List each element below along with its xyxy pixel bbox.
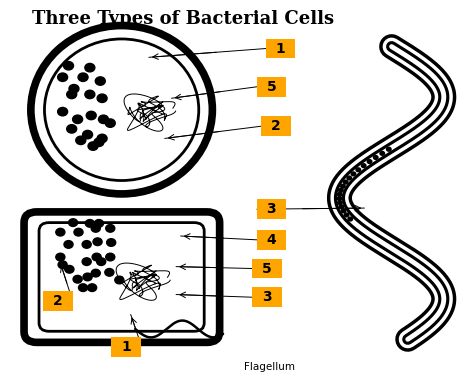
Circle shape xyxy=(348,217,353,221)
FancyBboxPatch shape xyxy=(256,77,286,97)
Circle shape xyxy=(69,84,79,93)
FancyBboxPatch shape xyxy=(261,116,291,136)
Circle shape xyxy=(361,164,366,167)
Circle shape xyxy=(380,151,384,155)
Circle shape xyxy=(88,284,97,291)
Circle shape xyxy=(339,205,344,209)
Circle shape xyxy=(58,73,68,81)
Text: 5: 5 xyxy=(262,262,272,276)
Circle shape xyxy=(73,115,82,124)
FancyBboxPatch shape xyxy=(24,212,219,343)
Circle shape xyxy=(83,273,92,281)
Circle shape xyxy=(97,94,107,103)
Circle shape xyxy=(91,225,100,232)
Circle shape xyxy=(106,225,115,232)
Circle shape xyxy=(79,284,88,291)
Circle shape xyxy=(374,156,378,159)
Ellipse shape xyxy=(45,39,199,180)
Circle shape xyxy=(94,220,103,227)
Circle shape xyxy=(85,90,95,99)
Circle shape xyxy=(85,63,95,72)
Text: 1: 1 xyxy=(121,340,131,354)
Circle shape xyxy=(106,253,115,261)
Circle shape xyxy=(67,125,77,133)
Text: 2: 2 xyxy=(271,119,281,133)
FancyBboxPatch shape xyxy=(111,337,141,357)
Circle shape xyxy=(67,90,77,99)
Text: 1: 1 xyxy=(275,41,285,56)
Circle shape xyxy=(69,219,78,227)
Circle shape xyxy=(356,168,361,172)
Circle shape xyxy=(347,176,352,180)
Text: 5: 5 xyxy=(266,80,276,94)
Text: 3: 3 xyxy=(266,202,276,216)
Circle shape xyxy=(93,238,102,245)
Circle shape xyxy=(78,73,88,81)
FancyBboxPatch shape xyxy=(256,199,286,219)
Circle shape xyxy=(91,269,100,277)
Circle shape xyxy=(58,261,67,268)
FancyBboxPatch shape xyxy=(39,223,204,331)
Circle shape xyxy=(82,258,91,265)
Text: 2: 2 xyxy=(53,294,63,308)
Circle shape xyxy=(95,77,105,85)
Text: Flagellum: Flagellum xyxy=(244,362,295,372)
Circle shape xyxy=(387,147,391,151)
Ellipse shape xyxy=(31,26,212,194)
Circle shape xyxy=(94,138,104,146)
FancyBboxPatch shape xyxy=(43,291,73,311)
Circle shape xyxy=(64,61,73,70)
Text: 3: 3 xyxy=(262,290,272,304)
Circle shape xyxy=(344,213,349,217)
Circle shape xyxy=(105,119,115,127)
Circle shape xyxy=(341,184,345,188)
Circle shape xyxy=(56,253,65,261)
Circle shape xyxy=(74,228,83,236)
Circle shape xyxy=(337,197,342,200)
Circle shape xyxy=(107,239,116,246)
Circle shape xyxy=(65,265,74,273)
Circle shape xyxy=(344,180,348,184)
Circle shape xyxy=(82,131,92,139)
Text: 4: 4 xyxy=(266,233,276,247)
Circle shape xyxy=(115,276,124,284)
Circle shape xyxy=(82,241,91,248)
Circle shape xyxy=(341,209,346,213)
Circle shape xyxy=(85,220,94,227)
Circle shape xyxy=(56,228,65,236)
Circle shape xyxy=(351,172,356,176)
Circle shape xyxy=(338,189,343,192)
Text: Three Types of Bacterial Cells: Three Types of Bacterial Cells xyxy=(32,10,334,28)
Circle shape xyxy=(105,268,114,276)
Circle shape xyxy=(76,136,86,144)
Circle shape xyxy=(99,115,109,124)
Circle shape xyxy=(73,275,82,283)
FancyBboxPatch shape xyxy=(256,230,286,250)
Circle shape xyxy=(92,253,101,261)
FancyBboxPatch shape xyxy=(252,287,282,307)
Circle shape xyxy=(337,192,342,196)
Circle shape xyxy=(337,201,342,205)
Circle shape xyxy=(58,108,68,116)
FancyBboxPatch shape xyxy=(252,258,282,278)
Circle shape xyxy=(367,160,372,164)
Circle shape xyxy=(64,241,73,248)
Circle shape xyxy=(97,258,106,265)
Circle shape xyxy=(86,111,96,120)
Circle shape xyxy=(97,134,107,142)
FancyBboxPatch shape xyxy=(266,38,295,58)
Circle shape xyxy=(88,142,98,150)
